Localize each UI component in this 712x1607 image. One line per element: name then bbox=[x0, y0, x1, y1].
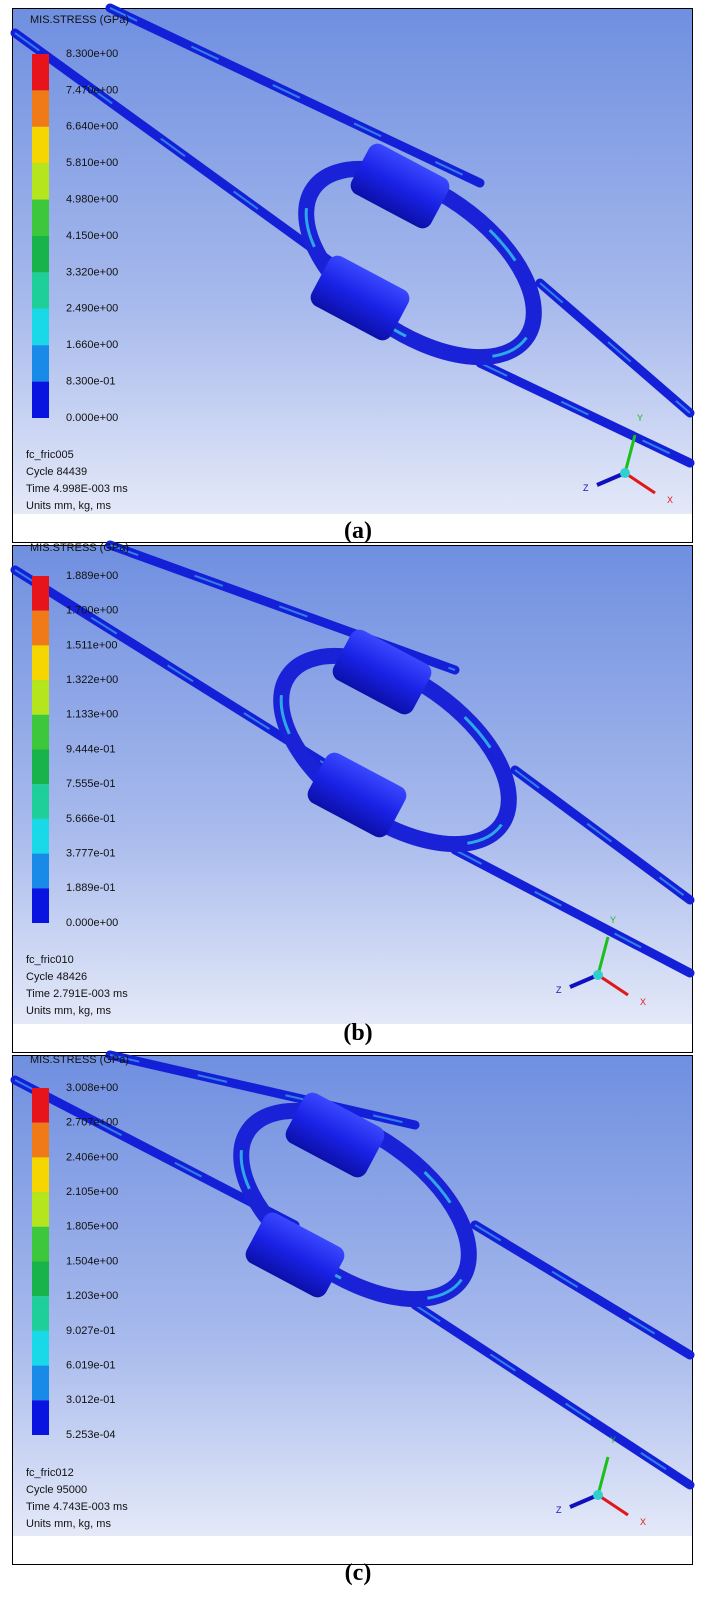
legend-band bbox=[32, 715, 49, 750]
legend-title: MIS.STRESS (GPa) bbox=[30, 542, 129, 554]
info-line: Cycle 84439 bbox=[26, 466, 87, 478]
legend-band bbox=[32, 854, 49, 889]
legend-label: 3.320e+00 bbox=[66, 266, 118, 278]
legend-band bbox=[32, 888, 49, 923]
legend-label: 0.000e+00 bbox=[66, 412, 118, 424]
info-line: Cycle 95000 bbox=[26, 1484, 87, 1496]
legend-band bbox=[32, 163, 49, 199]
legend-band bbox=[32, 90, 49, 126]
legend-label: 1.889e+00 bbox=[66, 570, 118, 582]
legend-label: 7.470e+00 bbox=[66, 84, 118, 96]
info-line: Time 2.791E-003 ms bbox=[26, 988, 128, 1000]
info-line: Cycle 48426 bbox=[26, 971, 87, 983]
legend-label: 1.660e+00 bbox=[66, 339, 118, 351]
axis-label: Y bbox=[610, 1435, 616, 1445]
legend-title: MIS.STRESS (GPa) bbox=[30, 14, 129, 26]
legend-band bbox=[32, 1296, 49, 1331]
axis-label: Z bbox=[556, 1505, 562, 1515]
legend-band bbox=[32, 345, 49, 381]
legend-label: 6.640e+00 bbox=[66, 121, 118, 133]
legend-label: 3.012e-01 bbox=[66, 1394, 116, 1406]
legend-band bbox=[32, 200, 49, 236]
legend-label: 4.980e+00 bbox=[66, 194, 118, 206]
legend-band bbox=[32, 750, 49, 785]
panel: Y Z X MIS.STRESS (GPa) 8.300e+00 7.470e+00 6.6… bbox=[13, 8, 693, 544]
legend-label: 5.253e-04 bbox=[66, 1429, 116, 1441]
info-line: Time 4.743E-003 ms bbox=[26, 1501, 128, 1513]
legend-band bbox=[32, 272, 49, 308]
axis-label: Y bbox=[610, 915, 616, 925]
legend-label: 2.490e+00 bbox=[66, 303, 118, 315]
legend-band bbox=[32, 611, 49, 646]
legend-band bbox=[32, 645, 49, 680]
figure: Y Z X MIS.STRESS (GPa) 8.300e+00 7.470e+00 6.6… bbox=[0, 0, 712, 1607]
legend-label: 4.150e+00 bbox=[66, 230, 118, 242]
caption: (b) bbox=[343, 1020, 372, 1046]
legend-band bbox=[32, 1192, 49, 1227]
legend-label: 2.406e+00 bbox=[66, 1151, 118, 1163]
axis-label: X bbox=[640, 997, 646, 1007]
legend-label: 9.027e-01 bbox=[66, 1325, 116, 1337]
legend-label: 2.105e+00 bbox=[66, 1186, 118, 1198]
legend-band bbox=[32, 309, 49, 345]
legend-band bbox=[32, 54, 49, 90]
legend-band bbox=[32, 784, 49, 819]
axis-label: Y bbox=[637, 413, 643, 423]
caption: (c) bbox=[345, 1560, 372, 1586]
legend-label: 1.889e-01 bbox=[66, 882, 116, 894]
legend-band bbox=[32, 1088, 49, 1123]
axis-label: X bbox=[640, 1517, 646, 1527]
legend-label: 0.000e+00 bbox=[66, 917, 118, 929]
legend-label: 5.666e-01 bbox=[66, 813, 116, 825]
info-line: fc_fric005 bbox=[26, 449, 74, 461]
axis-origin bbox=[593, 970, 603, 980]
legend-band bbox=[32, 236, 49, 272]
legend-label: 1.133e+00 bbox=[66, 709, 118, 721]
legend-band bbox=[32, 680, 49, 715]
caption: (a) bbox=[344, 518, 372, 544]
legend-band bbox=[32, 576, 49, 611]
legend-label: 1.700e+00 bbox=[66, 605, 118, 617]
info-line: Units mm, kg, ms bbox=[26, 1518, 111, 1530]
legend-label: 5.810e+00 bbox=[66, 157, 118, 169]
legend-label: 8.300e+00 bbox=[66, 48, 118, 60]
legend-label: 2.707e+00 bbox=[66, 1117, 118, 1129]
legend-label: 1.805e+00 bbox=[66, 1221, 118, 1233]
info-line: fc_fric012 bbox=[26, 1467, 74, 1479]
legend-label: 9.444e-01 bbox=[66, 743, 116, 755]
legend-band bbox=[32, 1227, 49, 1262]
legend-label: 1.511e+00 bbox=[66, 639, 118, 651]
legend-band bbox=[32, 1123, 49, 1158]
legend-band bbox=[32, 1366, 49, 1401]
axis-label: X bbox=[667, 495, 673, 505]
legend-label: 3.008e+00 bbox=[66, 1082, 118, 1094]
legend-band bbox=[32, 1262, 49, 1297]
axis-origin bbox=[593, 1490, 603, 1500]
legend-band bbox=[32, 127, 49, 163]
legend-label: 6.019e-01 bbox=[66, 1360, 116, 1372]
info-line: Units mm, kg, ms bbox=[26, 500, 111, 512]
legend-label: 1.504e+00 bbox=[66, 1255, 118, 1267]
legend-band bbox=[32, 819, 49, 854]
axis-label: Z bbox=[583, 483, 589, 493]
legend-label: 7.555e-01 bbox=[66, 778, 116, 790]
info-line: Time 4.998E-003 ms bbox=[26, 483, 128, 495]
info-line: fc_fric010 bbox=[26, 954, 74, 966]
panel: Y Z X MIS.STRESS (GPa) 1.889e+00 1.700e+00 1.5… bbox=[13, 542, 693, 1053]
info-line: Units mm, kg, ms bbox=[26, 1005, 111, 1017]
axis-origin bbox=[620, 468, 630, 478]
legend-title: MIS.STRESS (GPa) bbox=[30, 1054, 129, 1066]
legend-band bbox=[32, 1400, 49, 1435]
legend-label: 1.203e+00 bbox=[66, 1290, 118, 1302]
legend-label: 1.322e+00 bbox=[66, 674, 118, 686]
legend-band bbox=[32, 1331, 49, 1366]
legend-band bbox=[32, 1157, 49, 1192]
axis-label: Z bbox=[556, 985, 562, 995]
legend-label: 8.300e-01 bbox=[66, 376, 116, 388]
legend-band bbox=[32, 382, 49, 418]
legend-label: 3.777e-01 bbox=[66, 848, 116, 860]
panel: Y Z X MIS.STRESS (GPa) 3.008e+00 2.707e+00 2.4… bbox=[13, 1054, 693, 1586]
